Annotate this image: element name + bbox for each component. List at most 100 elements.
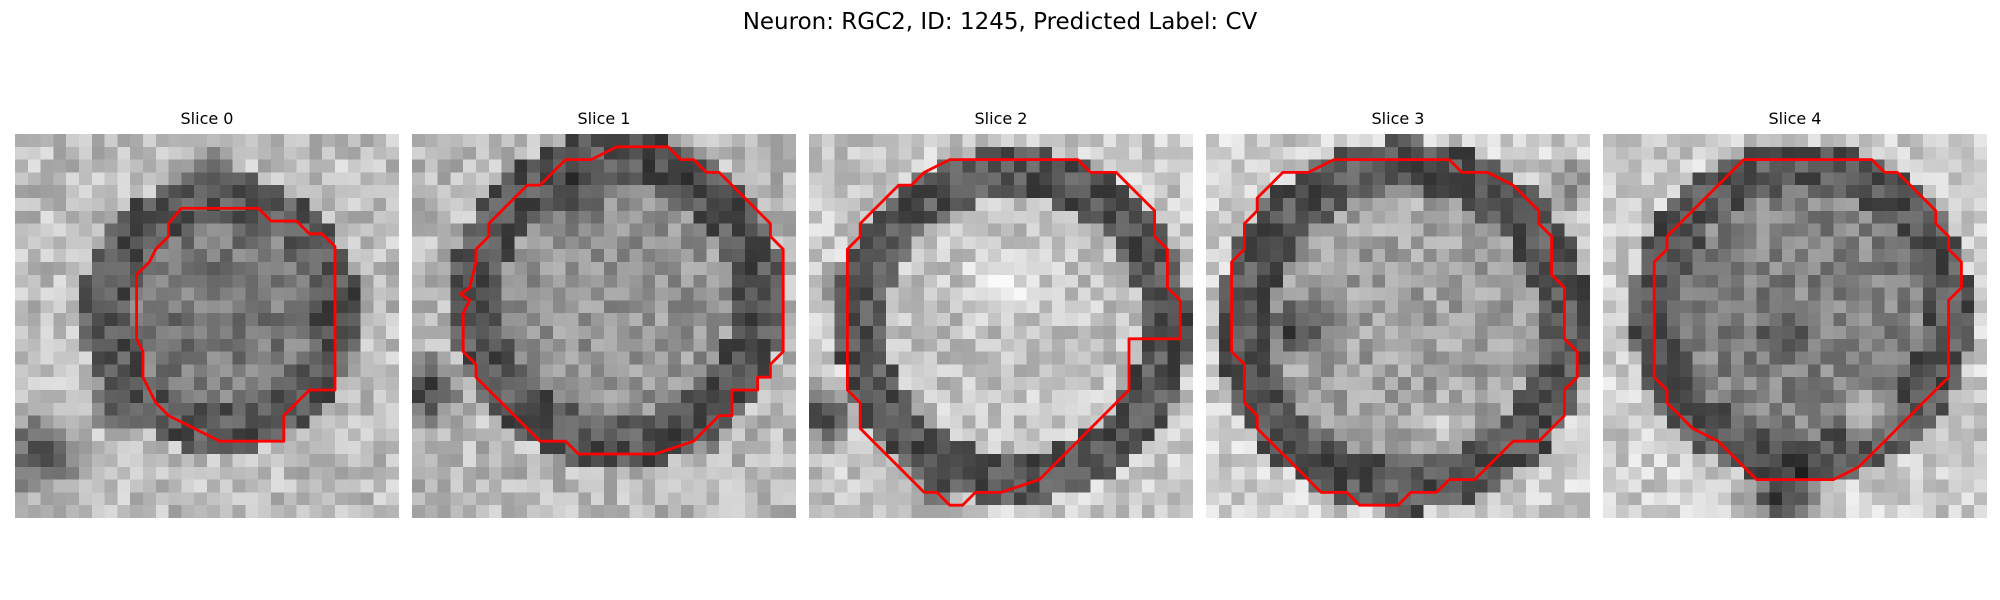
image-pixel [1232,454,1245,467]
image-pixel [233,313,246,326]
image-pixel [28,326,41,339]
image-pixel [1270,377,1283,390]
image-pixel [1334,390,1347,403]
image-pixel [1872,326,1885,339]
image-pixel [975,185,988,198]
image-pixel [1257,339,1270,352]
image-pixel [1705,313,1718,326]
image-pixel [1065,134,1078,147]
image-pixel [604,134,617,147]
image-pixel [899,147,912,160]
image-pixel [41,198,54,211]
image-pixel [297,352,310,365]
image-pixel [1936,467,1949,480]
image-pixel [1411,467,1424,480]
image-pixel [438,339,451,352]
image-pixel [745,147,758,160]
image-pixel [1552,480,1565,493]
image-pixel [591,275,604,288]
image-pixel [1500,390,1513,403]
image-pixel [450,147,463,160]
image-pixel [1833,416,1846,429]
image-pixel [1833,275,1846,288]
image-pixel [297,364,310,377]
image-pixel [233,262,246,275]
image-pixel [1347,249,1360,262]
image-pixel [540,198,553,211]
image-pixel [860,339,873,352]
image-pixel [1513,377,1526,390]
image-pixel [117,198,130,211]
image-pixel [1462,236,1475,249]
image-pixel [719,288,732,301]
image-pixel [1103,352,1116,365]
image-pixel [706,403,719,416]
image-pixel [1129,275,1142,288]
image-pixel [1039,339,1052,352]
image-pixel [1744,480,1757,493]
image-pixel [1334,211,1347,224]
image-pixel [335,505,348,518]
image-pixel [489,480,502,493]
image-pixel [207,364,220,377]
image-pixel [463,326,476,339]
image-pixel [1360,390,1373,403]
image-pixel [1577,236,1590,249]
image-pixel [194,134,207,147]
image-pixel [1680,262,1693,275]
image-pixel [1885,505,1898,518]
image-pixel [335,454,348,467]
image-pixel [1949,441,1962,454]
image-pixel [1923,467,1936,480]
image-pixel [527,198,540,211]
image-pixel [194,313,207,326]
image-pixel [143,275,156,288]
image-pixel [15,326,28,339]
image-pixel [271,172,284,185]
image-pixel [502,211,515,224]
image-pixel [1936,364,1949,377]
image-pixel [899,211,912,224]
image-pixel [1270,428,1283,441]
image-pixel [412,403,425,416]
image-pixel [873,249,886,262]
image-pixel [1347,185,1360,198]
image-pixel [1731,134,1744,147]
image-pixel [1270,390,1283,403]
image-pixel [1961,352,1974,365]
image-pixel [668,185,681,198]
image-pixel [578,160,591,173]
image-pixel [1296,364,1309,377]
image-pixel [975,211,988,224]
image-pixel [1859,236,1872,249]
image-pixel [92,262,105,275]
image-pixel [1039,172,1052,185]
image-pixel [1718,377,1731,390]
image-pixel [1180,492,1193,505]
image-pixel [1462,224,1475,237]
image-pixel [604,467,617,480]
image-pixel [220,339,233,352]
image-pixel [309,377,322,390]
image-pixel [1616,492,1629,505]
image-pixel [1065,224,1078,237]
image-pixel [1616,172,1629,185]
image-pixel [1347,288,1360,301]
image-pixel [1974,147,1987,160]
image-pixel [1129,224,1142,237]
image-pixel [835,364,848,377]
image-pixel [412,441,425,454]
image-pixel [1974,211,1987,224]
image-pixel [732,390,745,403]
image-pixel [117,326,130,339]
image-pixel [1244,172,1257,185]
image-pixel [924,428,937,441]
image-pixel [450,134,463,147]
image-pixel [514,428,527,441]
image-pixel [476,262,489,275]
image-pixel [156,505,169,518]
image-pixel [476,364,489,377]
image-pixel [1616,441,1629,454]
image-pixel [28,480,41,493]
image-pixel [745,467,758,480]
